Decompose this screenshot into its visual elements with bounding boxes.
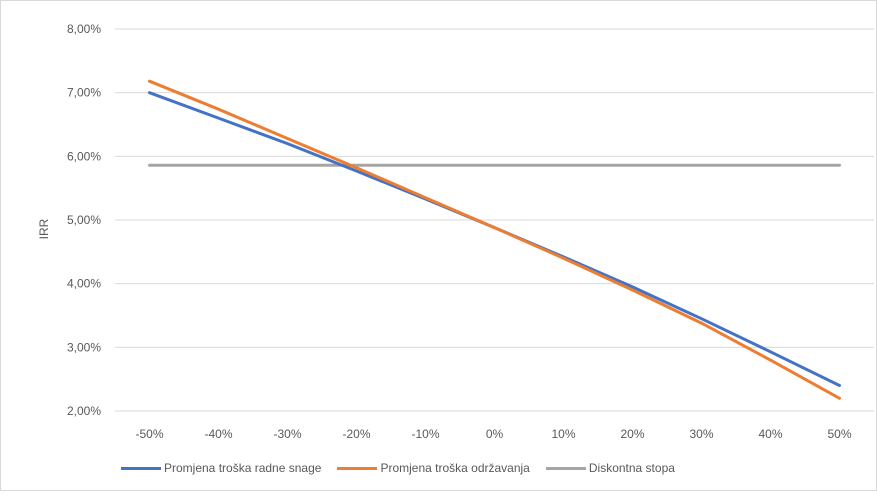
legend-label: Promjena troška radne snage — [164, 461, 322, 475]
y-tick-label: 4,00% — [67, 277, 101, 291]
legend-item: Promjena troška održavanja — [337, 461, 530, 475]
legend-swatch — [121, 466, 161, 470]
x-tick-label: 40% — [758, 427, 782, 441]
x-tick-labels: -50% -40% -30% -20% -10% 0% 10% 20% 30% 40% 50% — [135, 427, 851, 441]
y-tick-labels: 2,00% 3,00% 4,00% 5,00% 6,00% 7,00% 8,00% — [67, 22, 101, 418]
series-line-2 — [148, 79, 841, 400]
legend-swatch — [545, 466, 586, 470]
gridlines — [115, 28, 874, 412]
legend-item: Promjena troška radne snage — [121, 461, 321, 475]
x-tick-label: -40% — [204, 427, 232, 441]
x-tick-label: 30% — [689, 427, 713, 441]
y-tick-label: 8,00% — [67, 22, 101, 36]
legend-label: Promjena troška održavanja — [380, 461, 530, 475]
legend: Promjena troška radne snage Promjena troš… — [121, 458, 691, 478]
y-tick-label: 7,00% — [67, 86, 101, 100]
legend-label: Diskontna stopa — [588, 461, 675, 475]
x-tick-label: -50% — [135, 427, 163, 441]
y-tick-label: 6,00% — [67, 149, 101, 163]
x-tick-label: 20% — [620, 427, 644, 441]
legend-item: Diskontna stopa — [545, 461, 675, 475]
x-tick-label: 50% — [827, 427, 851, 441]
y-tick-label: 3,00% — [67, 340, 101, 354]
series-lines — [148, 79, 841, 400]
x-tick-label: 0% — [486, 427, 504, 441]
legend-swatch — [337, 466, 378, 470]
y-axis-label: IRR — [37, 218, 51, 239]
y-tick-label: 2,00% — [67, 404, 101, 418]
x-tick-label: -20% — [342, 427, 370, 441]
y-tick-label: 5,00% — [67, 213, 101, 227]
x-tick-label: 10% — [551, 427, 575, 441]
x-tick-label: -30% — [273, 427, 301, 441]
x-tick-label: -10% — [411, 427, 439, 441]
